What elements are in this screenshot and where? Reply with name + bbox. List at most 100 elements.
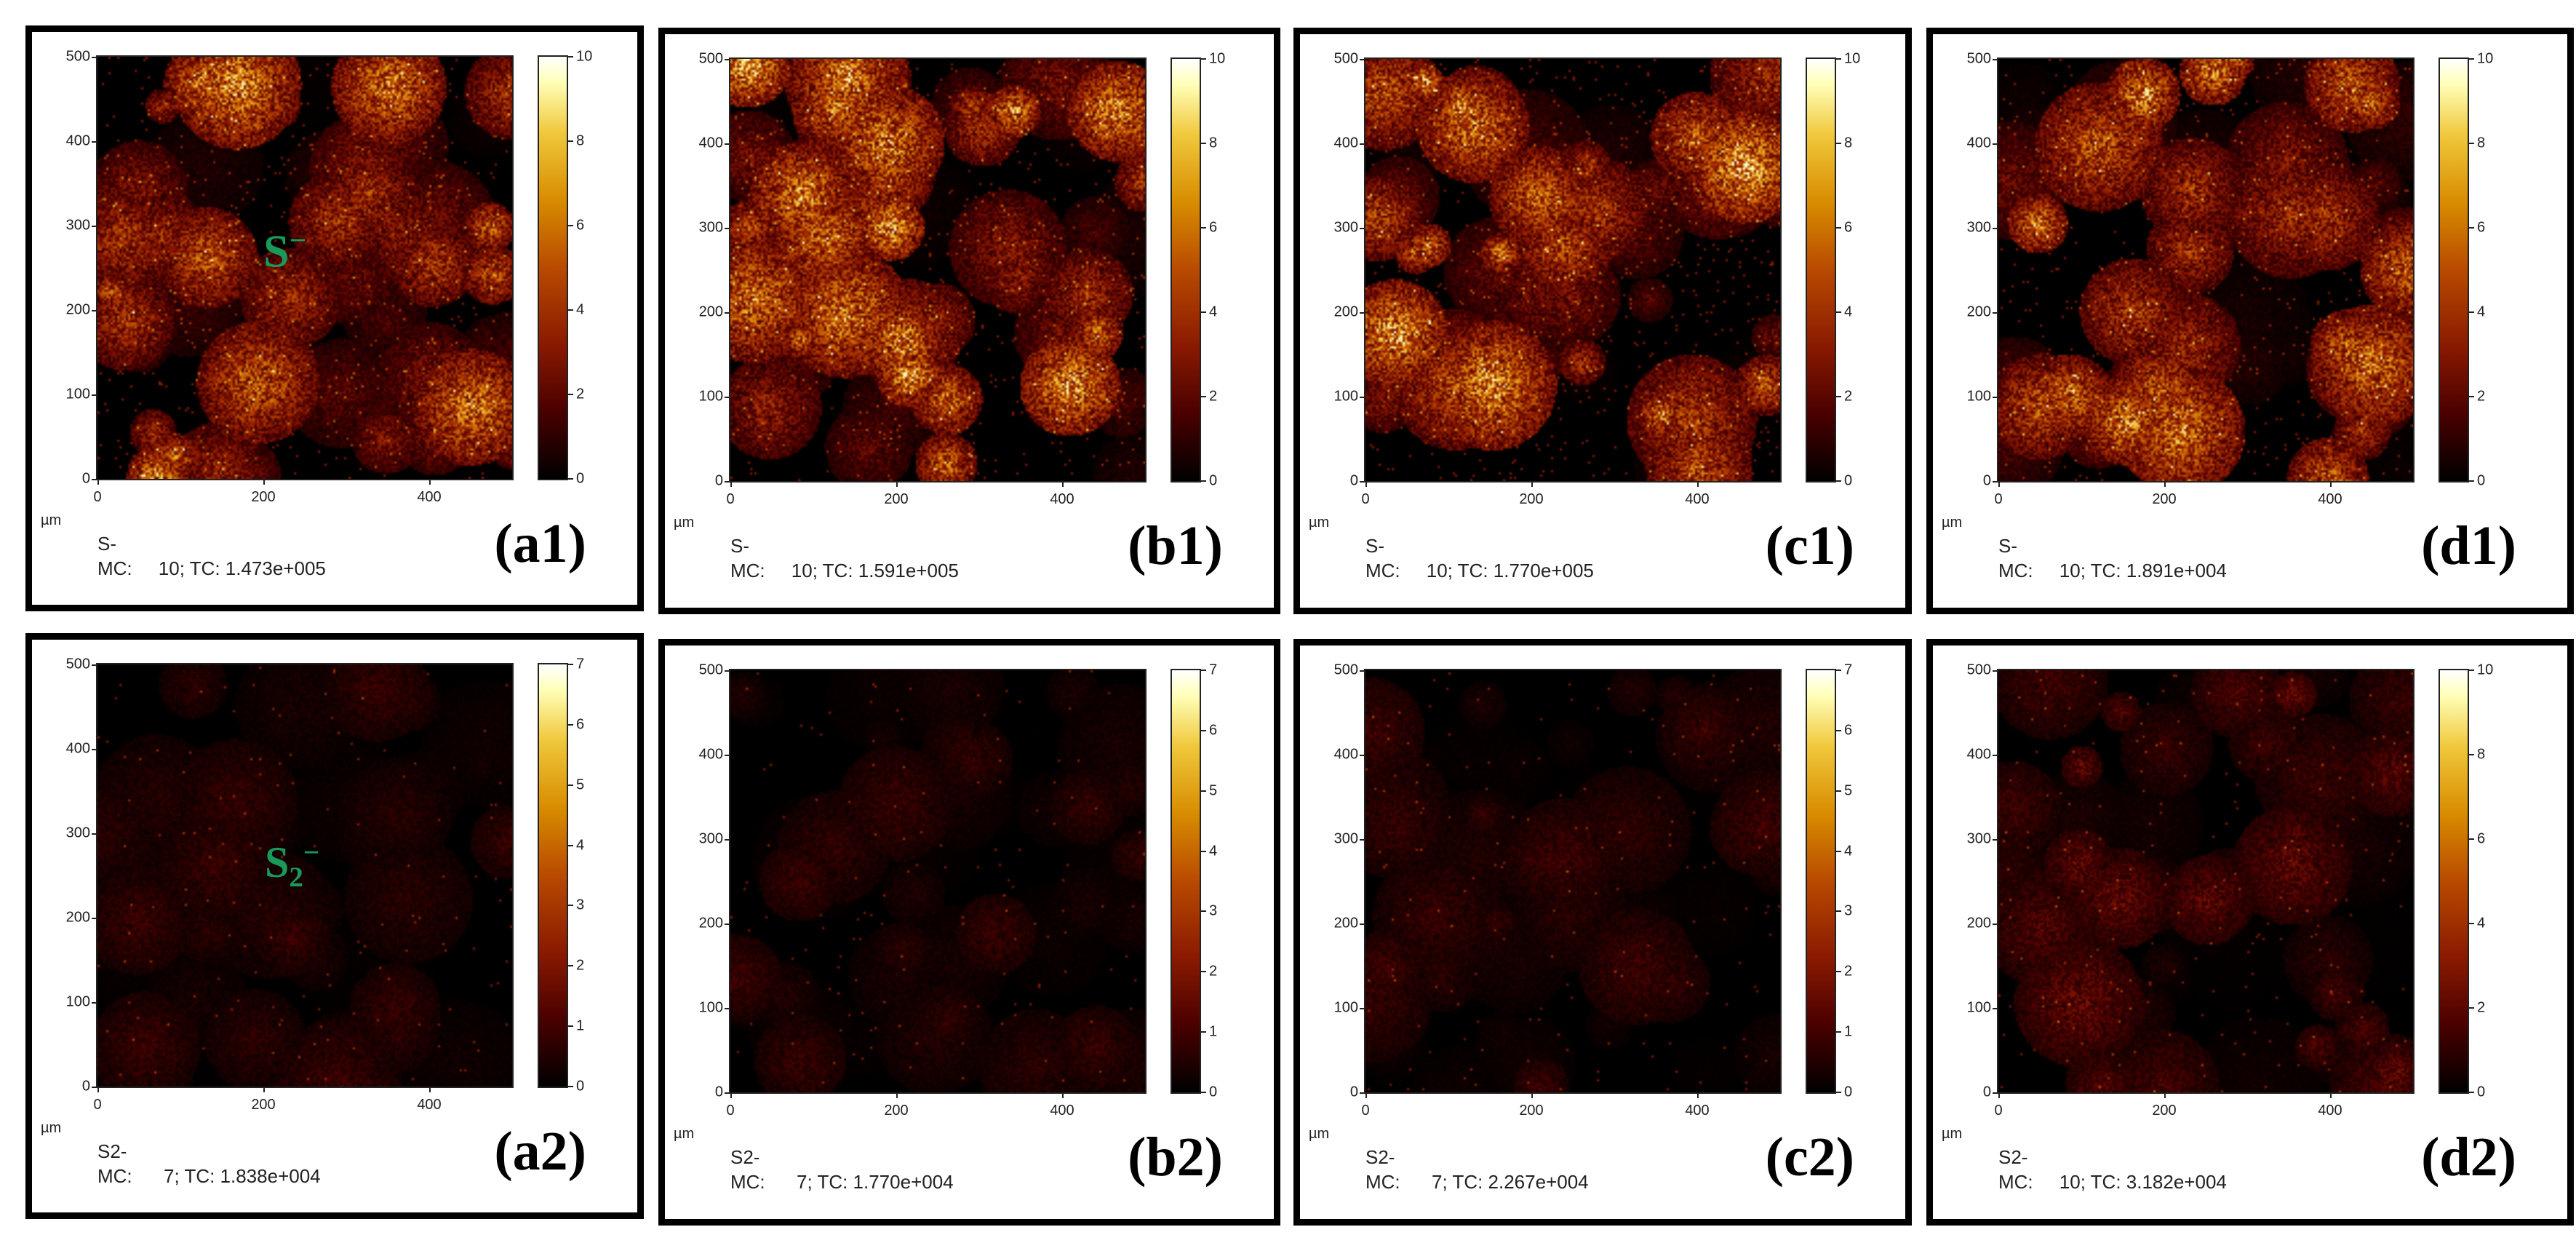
intensity-map	[729, 57, 1147, 482]
colorbar-tick-label: 2	[2477, 999, 2486, 1016]
colorbar-tick-label: 8	[1209, 135, 1218, 151]
colorbar-tick-mark	[567, 723, 573, 726]
panel-label: (b1)	[1128, 515, 1223, 576]
x-tick-label: 200	[2152, 491, 2177, 507]
colorbar-tick-label: 2	[576, 957, 585, 974]
x-tick-mark	[1531, 1092, 1533, 1098]
panel-label: (d2)	[2421, 1127, 2516, 1188]
species-label: S-	[730, 535, 749, 557]
colorbar-tick-label: 0	[576, 1078, 585, 1095]
intensity-map-image	[1998, 670, 2413, 1092]
y-tick-label: 100	[1966, 999, 1991, 1016]
counts-readout: MC: 7; TC: 1.770e+004	[730, 1171, 954, 1193]
colorbar-tick-label: 4	[1209, 303, 1218, 320]
y-tick-mark	[92, 479, 96, 480]
x-tick-mark	[896, 1092, 898, 1098]
y-tick-mark	[92, 1087, 96, 1088]
y-tick-mark	[92, 833, 96, 835]
x-tick-mark	[97, 1087, 99, 1092]
counts-readout: MC: 10; TC: 3.182e+004	[1998, 1171, 2227, 1193]
colorbar-tick-label: 4	[576, 837, 585, 854]
y-tick-label: 500	[698, 662, 723, 678]
x-tick-label: 0	[93, 489, 102, 505]
colorbar-tick-label: 6	[576, 716, 585, 733]
y-tick-label: 100	[65, 993, 90, 1010]
colorbar-tick-label: 5	[1844, 782, 1853, 799]
colorbar-tick-mark	[1835, 971, 1841, 973]
intensity-map-image	[1365, 670, 1780, 1092]
axis-unit: µm	[41, 512, 62, 528]
intensity-map	[96, 55, 514, 480]
axis-unit: µm	[1942, 515, 1963, 531]
colorbar-tick-label: 6	[1209, 722, 1218, 739]
colorbar-tick-mark	[2468, 480, 2474, 482]
y-tick-label: 100	[1333, 999, 1358, 1016]
colorbar-tick-mark	[1200, 227, 1206, 229]
y-tick-label: 300	[1966, 219, 1991, 236]
y-tick-mark	[92, 394, 96, 396]
y-tick-mark	[92, 664, 96, 666]
y-tick-label: 100	[1966, 388, 1991, 405]
colorbar-tick-mark	[567, 140, 573, 142]
colorbar	[1806, 57, 1836, 482]
x-tick-label: 400	[2318, 1103, 2342, 1119]
colorbar-tick-mark	[567, 309, 573, 311]
y-tick-label: 200	[698, 915, 723, 932]
y-tick-label: 100	[698, 999, 723, 1016]
y-tick-mark	[92, 918, 96, 919]
colorbar-tick-label: 10	[2477, 662, 2494, 678]
colorbar-tick-mark	[567, 478, 573, 480]
colorbar-tick-mark	[1200, 396, 1206, 397]
x-tick-label: 400	[417, 489, 442, 505]
intensity-map	[729, 669, 1147, 1094]
y-tick-label: 500	[65, 656, 90, 672]
x-tick-label: 0	[1994, 491, 2003, 507]
y-tick-mark	[1360, 397, 1364, 398]
colorbar-tick-mark	[2468, 227, 2474, 229]
x-tick-label: 200	[251, 1097, 276, 1113]
y-tick-mark	[1360, 59, 1364, 60]
colorbar-tick-mark	[2468, 58, 2474, 60]
species-label: S-	[1998, 535, 2017, 557]
colorbar-tick-label: 3	[1209, 902, 1218, 919]
colorbar-tick-mark	[1200, 1092, 1206, 1093]
x-tick-mark	[263, 1087, 265, 1092]
colorbar-tick-label: 10	[576, 48, 593, 65]
panel-label: (b2)	[1128, 1127, 1223, 1188]
panel-label: (a2)	[494, 1121, 586, 1182]
y-tick-label: 300	[698, 830, 723, 847]
colorbar-tick-label: 4	[576, 301, 585, 318]
y-tick-label: 500	[1966, 50, 1991, 67]
colorbar-tick-label: 3	[1844, 902, 1853, 919]
y-tick-mark	[1360, 755, 1364, 756]
y-tick-mark	[1993, 839, 1997, 841]
colorbar-tick-label: 1	[1844, 1023, 1853, 1040]
colorbar-tick-label: 7	[1844, 662, 1853, 678]
panel-c2: 0 100 200 300 400 500 0 200 400 0 1 2 3 4 5 6 7 µm S2- MC: …	[1293, 639, 1912, 1226]
x-tick-mark	[1365, 1092, 1367, 1098]
x-tick-label: 400	[417, 1097, 442, 1113]
colorbar-tick-label: 2	[1844, 963, 1853, 980]
colorbar-tick-mark	[1835, 480, 1841, 482]
y-tick-mark	[725, 481, 729, 482]
colorbar-tick-label: 6	[2477, 219, 2486, 236]
y-tick-label: 500	[1966, 662, 1991, 678]
x-tick-mark	[1697, 1092, 1699, 1098]
colorbar-tick-label: 8	[576, 132, 585, 149]
colorbar-tick-mark	[1835, 227, 1841, 229]
y-tick-label: 0	[81, 1078, 90, 1095]
colorbar-tick-mark	[1200, 729, 1206, 731]
colorbar-tick-mark	[2468, 838, 2474, 840]
colorbar-tick-mark	[1835, 396, 1841, 397]
y-tick-label: 300	[65, 217, 90, 234]
colorbar-tick-mark	[1835, 1031, 1841, 1033]
y-tick-mark	[1993, 143, 1997, 145]
colorbar-tick-mark	[567, 394, 573, 395]
colorbar-tick-mark	[567, 965, 573, 967]
colorbar-tick-mark	[1835, 910, 1841, 913]
colorbar	[538, 55, 568, 480]
colorbar-tick-mark	[2468, 396, 2474, 397]
colorbar-tick-mark	[1835, 58, 1841, 60]
counts-readout: MC: 10; TC: 1.891e+004	[1998, 560, 2227, 581]
colorbar-tick-label: 4	[1844, 843, 1853, 859]
